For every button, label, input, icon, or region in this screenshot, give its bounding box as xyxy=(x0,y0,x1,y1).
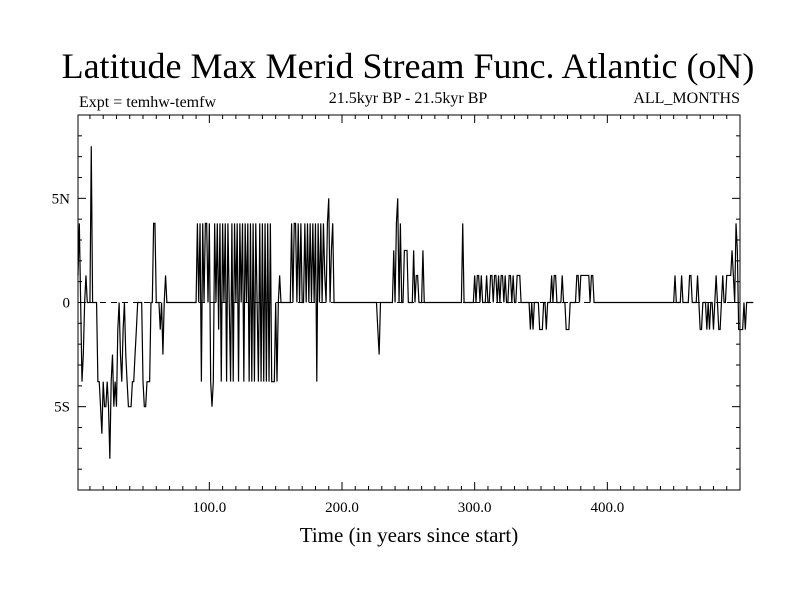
x-axis-label: Time (in years since start) xyxy=(300,523,519,547)
experiment-label: Expt = temhw-temfw xyxy=(79,94,216,111)
chart-title: Latitude Max Merid Stream Func. Atlantic… xyxy=(62,46,755,86)
plot-frame xyxy=(77,114,741,491)
x-tick-label: 200.0 xyxy=(325,500,359,516)
x-tick-label: 300.0 xyxy=(458,500,492,516)
y-tick-label: 0 xyxy=(63,296,71,312)
months-label: ALL_MONTHS xyxy=(633,90,740,107)
data-series-line xyxy=(77,146,754,459)
x-tick-label: 400.0 xyxy=(590,500,624,516)
period-label: 21.5kyr BP - 21.5kyr BP xyxy=(329,90,488,107)
tick-labels: 100.0 200.0 300.0 400.0 5N 0 5S xyxy=(52,191,625,516)
y-tick-label: 5S xyxy=(54,400,70,416)
x-tick-label: 100.0 xyxy=(192,500,226,516)
y-tick-label: 5N xyxy=(52,191,71,207)
